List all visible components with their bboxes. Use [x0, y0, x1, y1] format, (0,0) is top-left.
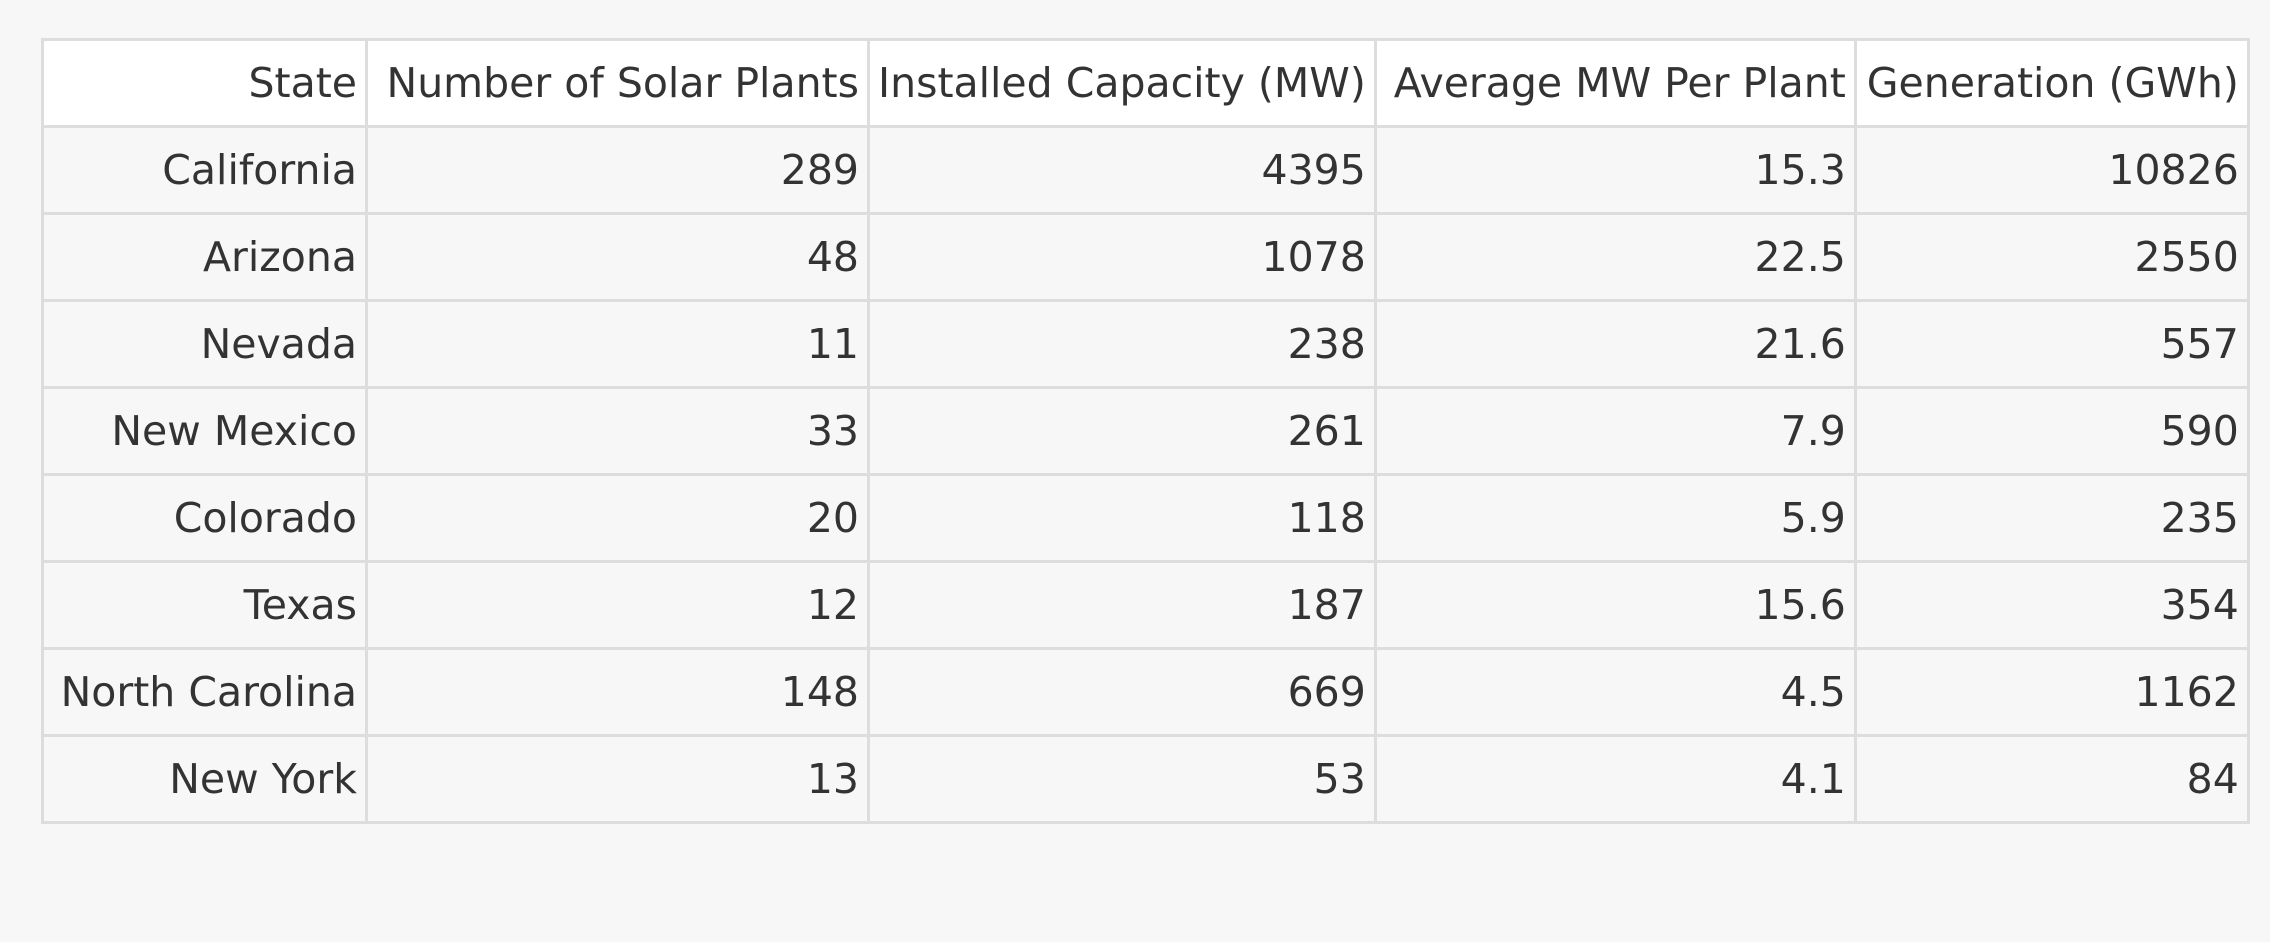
state-cell: New Mexico [41, 386, 368, 476]
table-row: Arizona 48 1078 22.5 2550 [41, 212, 2250, 302]
column-header: State [41, 38, 368, 128]
value-cell: 10826 [1853, 125, 2250, 215]
value-cell: 7.9 [1373, 386, 1857, 476]
value-cell: 261 [867, 386, 1377, 476]
value-cell: 20 [365, 473, 870, 563]
value-cell: 148 [365, 647, 870, 737]
table-row: Nevada 11 238 21.6 557 [41, 299, 2250, 389]
value-cell: 22.5 [1373, 212, 1857, 302]
value-cell: 354 [1853, 560, 2250, 650]
state-cell: North Carolina [41, 647, 368, 737]
solar-plants-table: State Number of Solar Plants Installed Cap… [41, 38, 2250, 824]
table-row: New Mexico 33 261 7.9 590 [41, 386, 2250, 476]
value-cell: 235 [1853, 473, 2250, 563]
value-cell: 21.6 [1373, 299, 1857, 389]
value-cell: 33 [365, 386, 870, 476]
table-row: Texas 12 187 15.6 354 [41, 560, 2250, 650]
value-cell: 289 [365, 125, 870, 215]
value-cell: 53 [867, 734, 1377, 824]
table-header: State Number of Solar Plants Installed Cap… [41, 38, 2250, 128]
value-cell: 4.1 [1373, 734, 1857, 824]
state-cell: New York [41, 734, 368, 824]
value-cell: 4.5 [1373, 647, 1857, 737]
column-header: Average MW Per Plant [1373, 38, 1857, 128]
column-header: Installed Capacity (MW) [867, 38, 1377, 128]
value-cell: 238 [867, 299, 1377, 389]
value-cell: 590 [1853, 386, 2250, 476]
table-row: North Carolina 148 669 4.5 1162 [41, 647, 2250, 737]
column-header: Generation (GWh) [1853, 38, 2250, 128]
value-cell: 48 [365, 212, 870, 302]
value-cell: 2550 [1853, 212, 2250, 302]
value-cell: 12 [365, 560, 870, 650]
state-cell: California [41, 125, 368, 215]
table-row: Colorado 20 118 5.9 235 [41, 473, 2250, 563]
value-cell: 15.6 [1373, 560, 1857, 650]
value-cell: 15.3 [1373, 125, 1857, 215]
value-cell: 1078 [867, 212, 1377, 302]
value-cell: 4395 [867, 125, 1377, 215]
column-header: Number of Solar Plants [365, 38, 870, 128]
state-cell: Texas [41, 560, 368, 650]
value-cell: 84 [1853, 734, 2250, 824]
value-cell: 118 [867, 473, 1377, 563]
state-cell: Nevada [41, 299, 368, 389]
value-cell: 1162 [1853, 647, 2250, 737]
header-row: State Number of Solar Plants Installed Cap… [41, 38, 2250, 128]
value-cell: 13 [365, 734, 870, 824]
value-cell: 557 [1853, 299, 2250, 389]
value-cell: 11 [365, 299, 870, 389]
value-cell: 5.9 [1373, 473, 1857, 563]
value-cell: 669 [867, 647, 1377, 737]
table-row: New York 13 53 4.1 84 [41, 734, 2250, 824]
table-body: California 289 4395 15.3 10826 Arizona 48 1078 2… [41, 125, 2250, 824]
value-cell: 187 [867, 560, 1377, 650]
state-cell: Colorado [41, 473, 368, 563]
table-row: California 289 4395 15.3 10826 [41, 125, 2250, 215]
state-cell: Arizona [41, 212, 368, 302]
table-container: State Number of Solar Plants Installed Cap… [41, 38, 2250, 824]
